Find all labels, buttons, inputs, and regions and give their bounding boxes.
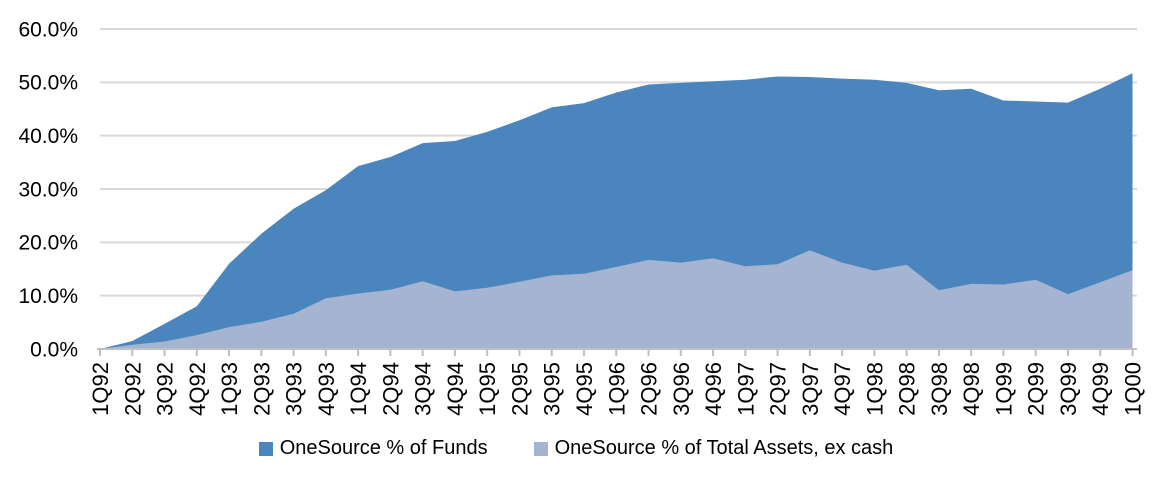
x-tick-label: 2Q99: [1024, 362, 1049, 416]
x-tick-label: 4Q94: [443, 362, 468, 416]
x-tick-label: 4Q96: [701, 362, 726, 416]
x-tick-label: 3Q96: [669, 362, 694, 416]
x-tick-label: 2Q96: [637, 362, 662, 416]
x-tick-label: 2Q94: [378, 362, 403, 416]
x-tick-label: 1Q00: [1121, 362, 1146, 416]
x-tick-label: 4Q98: [959, 362, 984, 416]
x-tick-label: 1Q98: [862, 362, 887, 416]
x-tick-label: 4Q97: [830, 362, 855, 416]
x-tick-label: 3Q98: [927, 362, 952, 416]
x-tick-label: 3Q95: [540, 362, 565, 416]
legend-swatch-assets-icon: [533, 441, 548, 456]
x-tick-label: 3Q97: [798, 362, 823, 416]
legend-label-funds: OneSource % of Funds: [279, 437, 488, 459]
y-tick-label: 0.0%: [30, 338, 78, 361]
legend: OneSource % of Funds OneSource % of Tota…: [0, 437, 1152, 460]
y-tick-label: 30.0%: [18, 178, 78, 201]
x-tick-label: 4Q99: [1088, 362, 1113, 416]
x-tick-label: 3Q99: [1056, 362, 1081, 416]
x-tick-label: 1Q99: [991, 362, 1016, 416]
x-tick-label: 2Q98: [895, 362, 920, 416]
plot-area: 0.0% 10.0% 20.0% 30.0% 40.0% 50.0% 60.0% 1Q92 2Q…: [18, 18, 1146, 416]
x-tick-label: 3Q94: [411, 362, 436, 416]
x-tick-label: 3Q93: [282, 362, 307, 416]
x-tick-label: 1Q96: [604, 362, 629, 416]
x-tick-label: 2Q97: [766, 362, 791, 416]
x-tick-label: 1Q94: [346, 362, 371, 416]
y-tick-label: 50.0%: [18, 72, 78, 95]
x-tick-label: 4Q92: [185, 362, 210, 416]
x-tick-label: 4Q93: [314, 362, 339, 416]
legend-label-assets: OneSource % of Total Assets, ex cash: [554, 437, 894, 459]
y-tick-label: 20.0%: [18, 232, 78, 255]
y-tick-label: 40.0%: [18, 125, 78, 148]
x-tick-label: 1Q97: [733, 362, 758, 416]
legend-item-assets: OneSource % of Total Assets, ex cash: [533, 437, 894, 460]
y-tick-label: 10.0%: [18, 285, 78, 308]
x-tick-label: 1Q92: [88, 362, 113, 416]
x-tick-label: 2Q93: [249, 362, 274, 416]
x-tick-label: 2Q95: [508, 362, 533, 416]
legend-swatch-funds-icon: [258, 441, 273, 456]
y-tick-label: 60.0%: [18, 18, 78, 41]
x-tick-label: 4Q95: [572, 362, 597, 416]
area-series-1: [100, 250, 1133, 349]
x-tick-label: 2Q92: [120, 362, 145, 416]
x-tick-label: 3Q92: [153, 362, 178, 416]
legend-item-funds: OneSource % of Funds: [258, 437, 488, 460]
x-tick-label: 1Q93: [217, 362, 242, 416]
x-tick-label: 1Q95: [475, 362, 500, 416]
